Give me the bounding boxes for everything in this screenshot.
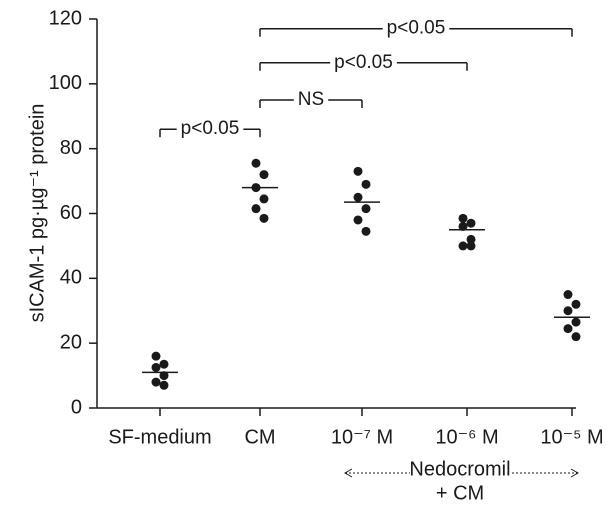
x-tick-label: 10⁻⁷ M	[331, 426, 393, 448]
y-axis-label: sICAM-1 pg·µg⁻¹ protein	[26, 104, 48, 323]
annotation: p<0.05	[387, 18, 446, 39]
x-tick-label: SF-medium	[108, 426, 211, 448]
annotation: p<0.05	[334, 52, 393, 73]
data-point	[151, 377, 161, 387]
group-label: + CM	[436, 482, 484, 504]
data-point	[151, 362, 161, 372]
data-point	[563, 290, 573, 300]
x-tick-label: 10⁻⁵ M	[540, 426, 603, 448]
y-tick-label: 60	[60, 202, 82, 224]
data-point	[563, 306, 573, 316]
annotation: NS	[298, 89, 324, 110]
y-tick-label: 20	[60, 331, 82, 353]
data-point	[466, 234, 476, 244]
data-point	[353, 215, 363, 225]
data-point	[259, 170, 269, 180]
data-point	[259, 213, 269, 223]
x-tick-label: CM	[244, 426, 275, 448]
data-point	[458, 241, 468, 251]
data-point	[571, 332, 581, 342]
data-point	[159, 380, 169, 390]
data-point	[571, 317, 581, 327]
data-point	[259, 194, 269, 204]
data-point	[458, 213, 468, 223]
data-point	[361, 226, 371, 236]
data-point	[466, 241, 476, 251]
data-point	[361, 179, 371, 189]
y-tick-label: 100	[49, 72, 82, 94]
data-point	[251, 158, 261, 168]
annotation: p<0.05	[181, 118, 240, 139]
data-point	[466, 218, 476, 228]
arrow-head	[343, 468, 580, 478]
x-tick-label: 10⁻⁶ M	[435, 426, 498, 448]
y-tick-label: 0	[71, 396, 82, 418]
y-tick-label: 80	[60, 137, 82, 159]
y-tick-label: 40	[60, 267, 82, 289]
data-point	[361, 204, 371, 214]
data-point	[571, 299, 581, 309]
group-label: Nedocromil	[409, 458, 510, 480]
data-point	[151, 351, 161, 361]
y-tick-label: 120	[49, 7, 82, 29]
data-point	[159, 359, 169, 369]
data-point	[353, 192, 363, 202]
data-point	[353, 166, 363, 176]
data-point	[251, 204, 261, 214]
data-point	[563, 324, 573, 334]
data-point	[159, 371, 169, 381]
data-point	[458, 221, 468, 231]
